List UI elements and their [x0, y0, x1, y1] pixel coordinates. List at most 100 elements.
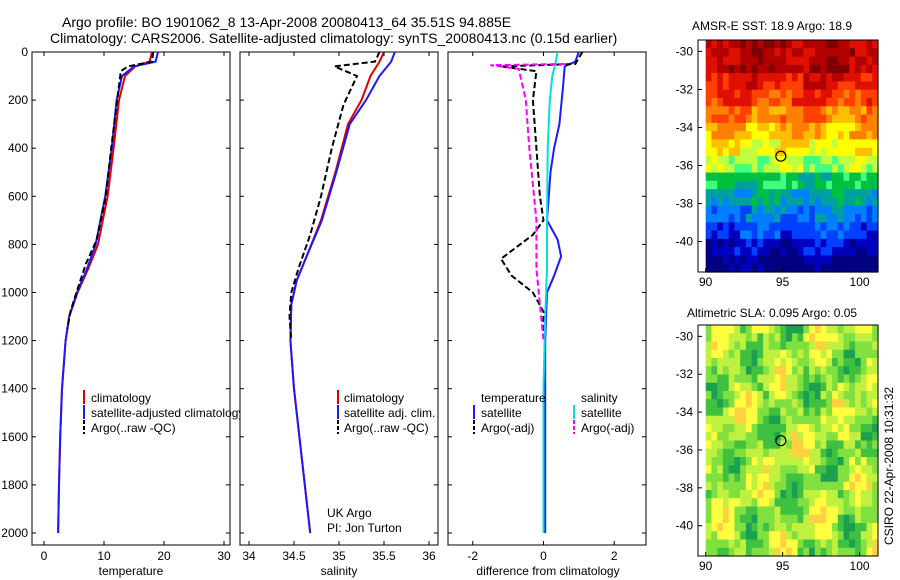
amsr_e_sst-cell — [705, 48, 713, 58]
amsr_e_sst-cell — [809, 131, 816, 141]
altimetric_sla-cell — [837, 523, 845, 532]
altimetric_sla-cell — [705, 523, 713, 532]
altimetric_sla-cell — [826, 490, 833, 499]
altimetric_sla-cell — [740, 506, 747, 516]
amsr_e_sst-cell — [814, 255, 822, 265]
altimetric_sla-cell — [832, 391, 839, 400]
amsr_e_sst-cell — [837, 139, 845, 149]
altimetric_sla-cell — [837, 374, 845, 384]
altimetric_sla-cell — [734, 547, 741, 557]
altimetric_sla-cell — [826, 382, 833, 392]
altimetric_sla-cell — [728, 391, 736, 400]
amsr_e_sst-cell — [826, 89, 833, 99]
amsr_e_sst-cell — [843, 180, 850, 190]
altimetric_sla-cell — [872, 448, 879, 458]
amsr_e_sst-cell — [780, 81, 787, 91]
altimetric_sla-cell — [849, 448, 856, 458]
salinity-legend: climatology satellite adj. clim. Argo(..… — [337, 390, 435, 435]
altimetric_sla-cell — [832, 432, 839, 442]
altimetric_sla-cell — [814, 473, 822, 483]
altimetric_sla-cell — [722, 547, 730, 557]
amsr_e_sst-cell — [809, 73, 816, 83]
amsr_e_sst-cell — [814, 156, 822, 165]
altimetric_sla-cell — [711, 374, 718, 384]
amsr_e_sst-cell — [860, 230, 868, 240]
amsr_e_sst-cell — [717, 147, 724, 157]
amsr_e_sst-cell — [820, 89, 827, 99]
amsr_e_sst-cell — [763, 40, 770, 49]
altimetric_sla-cell — [803, 498, 810, 508]
amsr_e_sst-cell — [803, 131, 810, 141]
amsr_e_sst-cell — [763, 48, 770, 58]
temperature-legend-argo: Argo(..raw -QC) — [91, 421, 176, 435]
amsr_e_sst-cell — [872, 189, 879, 199]
amsr_e_sst-cell — [711, 98, 718, 107]
altimetric_sla-cell — [763, 391, 770, 400]
amsr_e_sst-cell — [768, 263, 776, 273]
altimetric_sla-cell — [745, 407, 753, 417]
amsr_e_sst-cell — [820, 48, 827, 58]
altimetric_sla-cell — [751, 506, 758, 516]
altimetric_sla-cell — [757, 333, 764, 343]
altimetric_sla-cell — [728, 415, 736, 425]
altimetric_sla-cell — [814, 349, 822, 359]
altimetric_sla-cell — [791, 415, 799, 425]
altimetric_sla-cell — [734, 473, 741, 483]
altimetric_sla-cell — [751, 432, 758, 442]
altimetric_sla-cell — [791, 481, 799, 491]
altimetric_sla-cell — [832, 531, 839, 541]
altimetric_sla-cell — [809, 531, 816, 541]
altimetric_sla-cell — [734, 415, 741, 425]
amsr_e_sst-cell — [791, 205, 799, 215]
amsr_e_sst-cell — [820, 106, 827, 116]
altimetric_sla-cell — [774, 325, 781, 334]
amsr_e_sst-cell — [843, 189, 850, 199]
altimetric_sla-cell — [872, 358, 879, 367]
altimetric_sla-cell — [740, 399, 747, 409]
altimetric_sla-cell — [711, 333, 718, 343]
amsr_e_sst-cell — [803, 205, 810, 215]
amsr_e_sst-cell — [705, 122, 713, 132]
altimetric_sla-cell — [814, 399, 822, 409]
amsr_e_sst-cell — [855, 164, 862, 174]
altimetric_sla-cell — [705, 407, 713, 417]
amsr_e_sst-cell — [705, 81, 713, 91]
amsr_e_sst-cell — [849, 147, 856, 157]
altimetric_sla-cell — [860, 448, 868, 458]
altimetric_sla-cell — [837, 391, 845, 400]
ytick-label-9: 1800 — [1, 478, 28, 492]
amsr_e_sst-cell — [820, 156, 827, 165]
temperature-legend-climatology: climatology — [91, 391, 151, 405]
amsr_e_sst-cell — [722, 214, 730, 223]
altimetric_sla-cell — [734, 374, 741, 384]
amsr_e_sst-cell — [832, 106, 839, 116]
amsr_e_sst-cell — [734, 139, 741, 149]
altimetric_sla-cell — [809, 424, 816, 433]
altimetric_sla-cell — [751, 358, 758, 367]
altimetric_sla-cell — [734, 523, 741, 532]
altimetric_sla-cell — [705, 539, 713, 549]
amsr_e_sst-cell — [786, 230, 793, 240]
altimetric_sla-cell — [757, 415, 764, 425]
altimetric_sla-cell — [866, 465, 873, 475]
altimetric_sla-cell — [866, 448, 873, 458]
amsr_e_sst-cell — [814, 197, 822, 207]
altimetric_sla-cell — [849, 506, 856, 516]
amsr_e_sst-cell — [774, 139, 781, 149]
altimetric_sla-cell — [734, 539, 741, 549]
amsr_e_sst-cell — [855, 238, 862, 248]
altimetric_sla-cell — [832, 424, 839, 433]
altimetric_sla-cell — [722, 473, 730, 483]
amsr_e_sst-cell — [820, 139, 827, 149]
amsr_e_sst-cell — [849, 56, 856, 66]
altimetric_sla-cell — [774, 341, 781, 351]
altimetric_sla-cell — [705, 465, 713, 475]
amsr_e_sst-cell — [797, 172, 804, 182]
amsr_e_sst-cell — [717, 180, 724, 190]
altimetric_sla-cell — [745, 490, 753, 499]
altimetric_sla-cell — [780, 473, 787, 483]
amsr_e_sst-cell — [843, 56, 850, 66]
altimetric_sla-cell — [820, 374, 827, 384]
amsr_e_sst-cell — [843, 48, 850, 58]
salinity-annotation-line-1: UK Argo — [327, 506, 372, 520]
